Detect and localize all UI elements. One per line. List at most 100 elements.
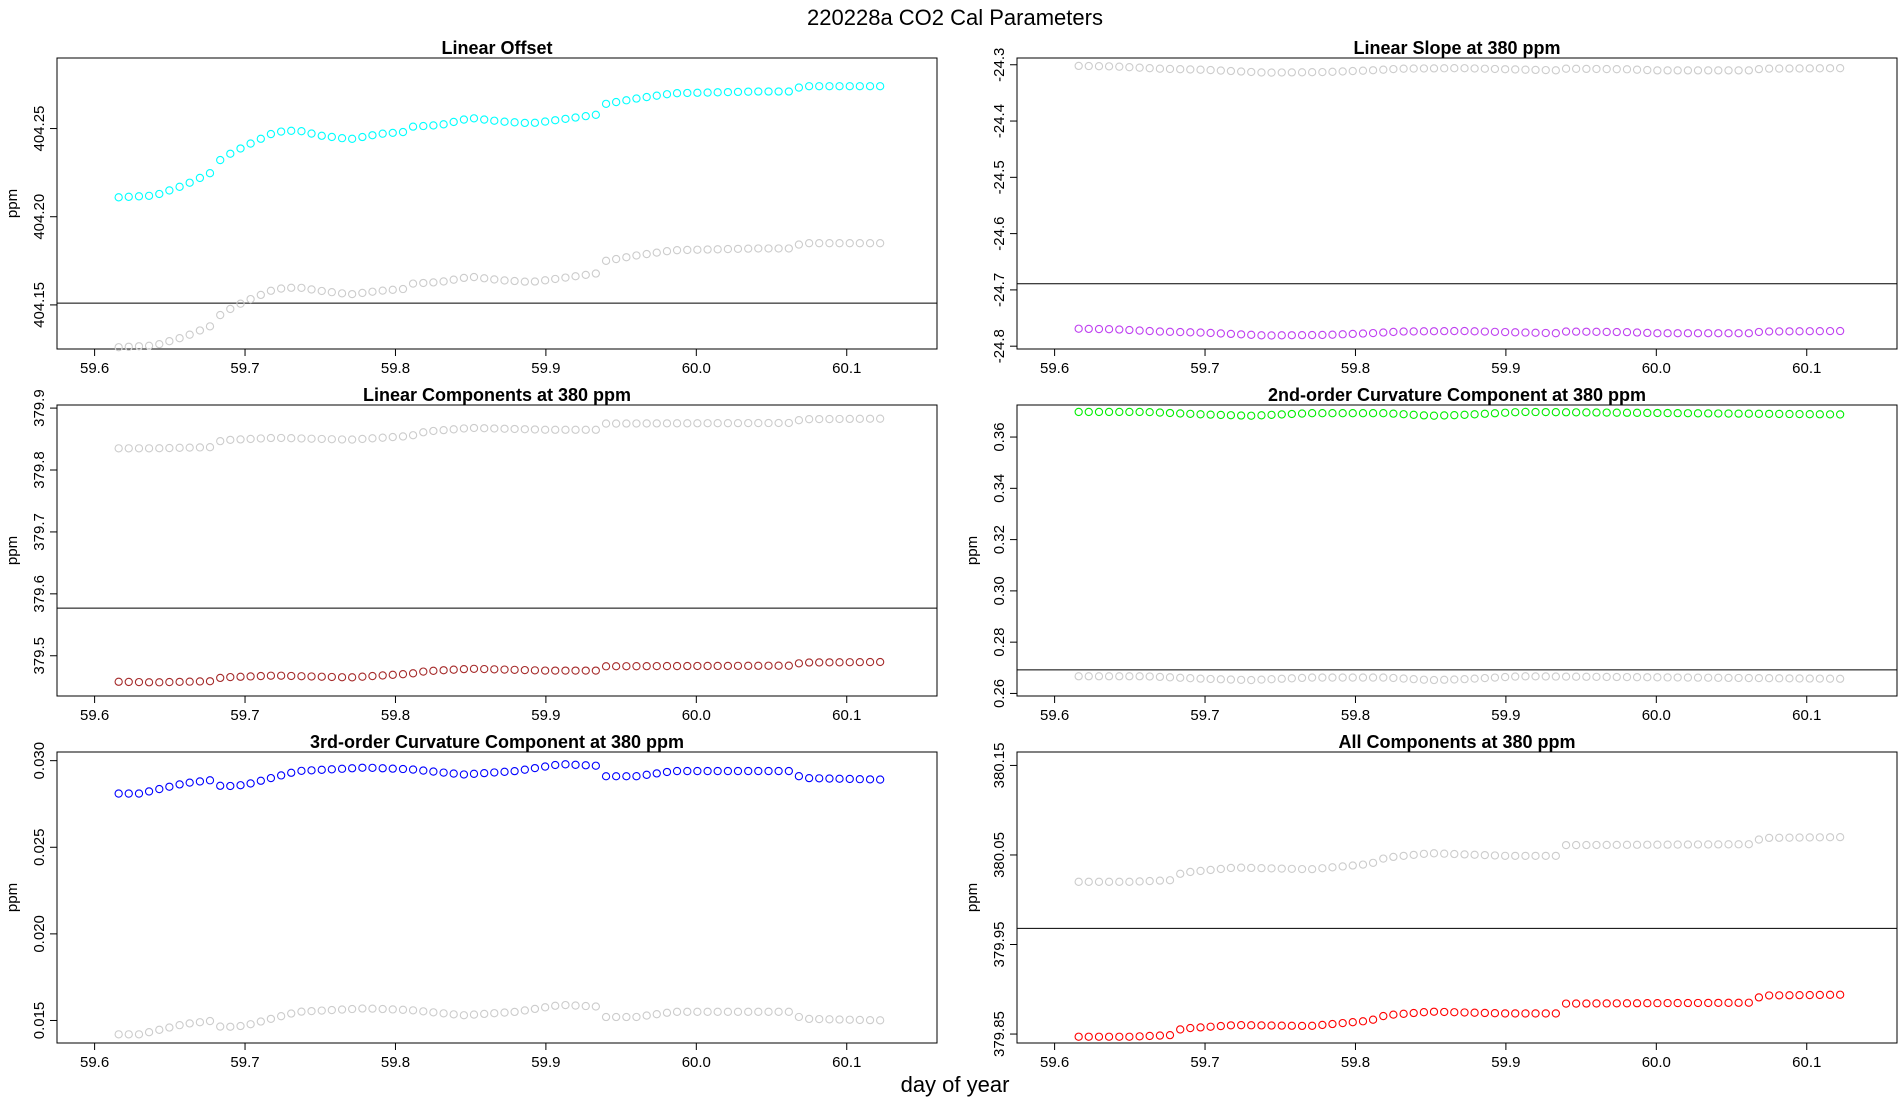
data-point [1693,840,1703,849]
data-point [733,87,743,97]
data-point [794,659,804,668]
data-point [1196,328,1205,337]
data-point [226,304,235,314]
data-point [175,334,184,343]
data-point [1500,851,1510,860]
data-point [1176,1025,1185,1034]
y-tick-label: 0.34 [991,474,1008,503]
data-point [459,424,469,433]
data-point [1480,409,1489,418]
panel-title: 2nd-order Curvature Component at 380 ppm [1268,385,1646,405]
data-point [1338,409,1347,418]
data-point [1663,998,1672,1008]
data-point [459,770,469,779]
data-point [469,272,479,282]
data-point [347,289,357,299]
data-point [510,276,519,286]
data-point [408,1006,418,1015]
data-point [1602,327,1611,337]
data-point [1561,408,1571,417]
data-point [1084,61,1093,71]
data-point [114,444,123,453]
data-point [1277,68,1286,77]
data-point [1551,66,1560,75]
data-point [723,244,733,254]
data-point [1541,672,1550,681]
data-point [1094,672,1104,681]
data-point [1643,840,1652,849]
data-point [1835,990,1845,999]
data-point [124,677,133,687]
data-point [1176,869,1185,878]
data-point [1663,66,1672,75]
data-point [1297,1021,1307,1031]
data-point [459,1011,469,1020]
data-point [480,768,489,778]
data-point [1825,64,1835,73]
data-point [378,1004,387,1014]
data-point [1247,330,1256,339]
data-point [317,765,326,774]
data-point [1764,64,1774,73]
data-point [713,766,722,776]
data-point [1226,329,1236,339]
data-point [1734,673,1743,683]
data-point [195,777,205,786]
data-point [875,657,885,667]
data-point [1450,1008,1459,1017]
data-point [774,766,783,776]
data-point [1531,851,1540,861]
data-point [398,127,408,137]
data-point [1632,328,1642,337]
data-point [236,144,245,153]
data-point [155,189,164,199]
data-point [1592,327,1601,336]
data-point [1155,876,1165,885]
data-point [185,778,194,787]
data-point [1318,1020,1327,1030]
data-point [1744,329,1753,338]
data-point [1835,674,1845,683]
data-point [794,83,804,92]
data-point [1368,409,1378,418]
data-point [1551,851,1560,861]
data-point [1795,327,1804,336]
data-point [794,240,804,249]
data-point [1338,862,1347,871]
data-point [1338,67,1347,76]
data-point [419,121,428,131]
data-point [540,117,550,126]
data-point [1074,877,1083,886]
data-point [1490,409,1500,418]
data-point [804,239,814,248]
y-tick-label: 0.28 [991,628,1008,657]
data-point [358,763,367,772]
data-point [469,423,479,433]
data-point [1764,991,1774,1000]
data-point [1379,673,1388,682]
data-point [347,1004,357,1014]
data-point [134,677,144,687]
data-point [276,433,286,443]
data-point [672,246,682,255]
data-point [744,1007,753,1016]
panel-title: Linear Offset [441,38,552,58]
data-point [622,662,631,671]
data-point [1775,674,1784,683]
data-point [1368,328,1378,338]
data-point [835,1015,844,1024]
data-point [1531,407,1540,417]
data-point [165,186,174,195]
panel-title: All Components at 380 ppm [1338,732,1575,752]
data-point [216,673,225,683]
data-point [1348,673,1357,682]
data-point [1135,326,1144,335]
data-point [1653,329,1662,338]
data-point [865,239,875,248]
data-point [419,766,428,775]
data-point [804,658,814,667]
data-point [1632,840,1642,849]
data-point [1490,64,1500,74]
data-point [490,275,499,284]
data-point [1348,861,1357,870]
